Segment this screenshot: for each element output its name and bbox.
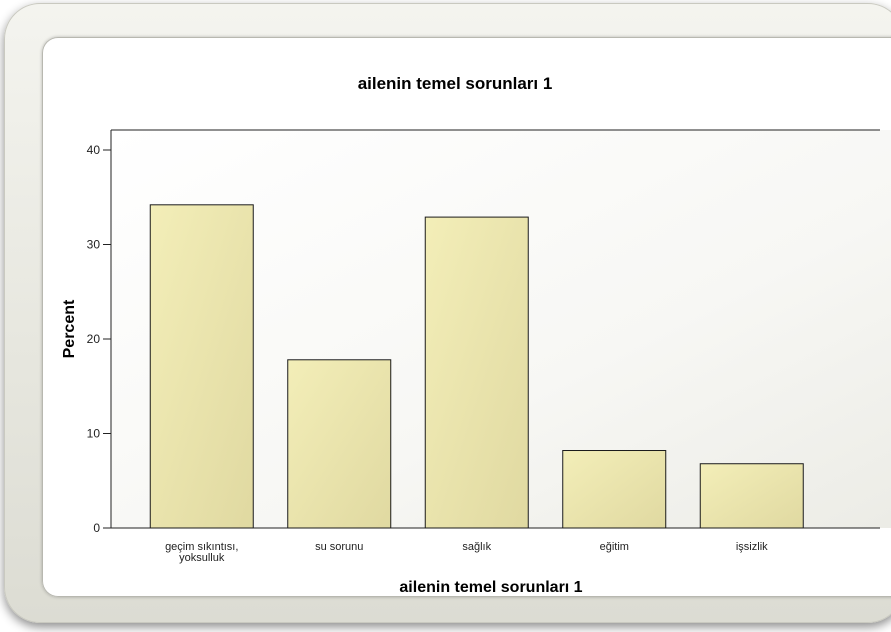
x-tick-label: yoksulluk xyxy=(179,552,225,564)
bar xyxy=(287,359,392,529)
y-tick-label: 30 xyxy=(87,238,101,252)
y-axis-title: Percent xyxy=(61,299,78,358)
y-tick-label: 40 xyxy=(87,143,101,157)
y-tick-label: 20 xyxy=(87,332,101,346)
x-tick-label: su sorunu xyxy=(315,541,363,553)
bar xyxy=(562,450,667,529)
bar xyxy=(424,216,529,529)
bars xyxy=(149,204,804,529)
x-labels: geçim sıkıntısı,yoksulluk su sorunu sağlık… xyxy=(165,541,768,564)
x-tick-label: sağlık xyxy=(462,541,491,553)
bar xyxy=(149,204,254,529)
y-ticks: 0 10 20 30 40 xyxy=(87,143,111,535)
x-tick-label: işsizlik xyxy=(736,541,768,553)
x-tick-label: geçim sıkıntısı, xyxy=(165,541,238,553)
x-tick-label: eğitim xyxy=(600,541,629,553)
y-tick-label: 10 xyxy=(87,427,101,441)
chart-title: ailenin temel sorunları 1 xyxy=(358,74,553,93)
x-axis-title: ailenin temel sorunları 1 xyxy=(399,579,582,596)
bar xyxy=(699,463,804,529)
y-tick-label: 0 xyxy=(93,521,100,535)
